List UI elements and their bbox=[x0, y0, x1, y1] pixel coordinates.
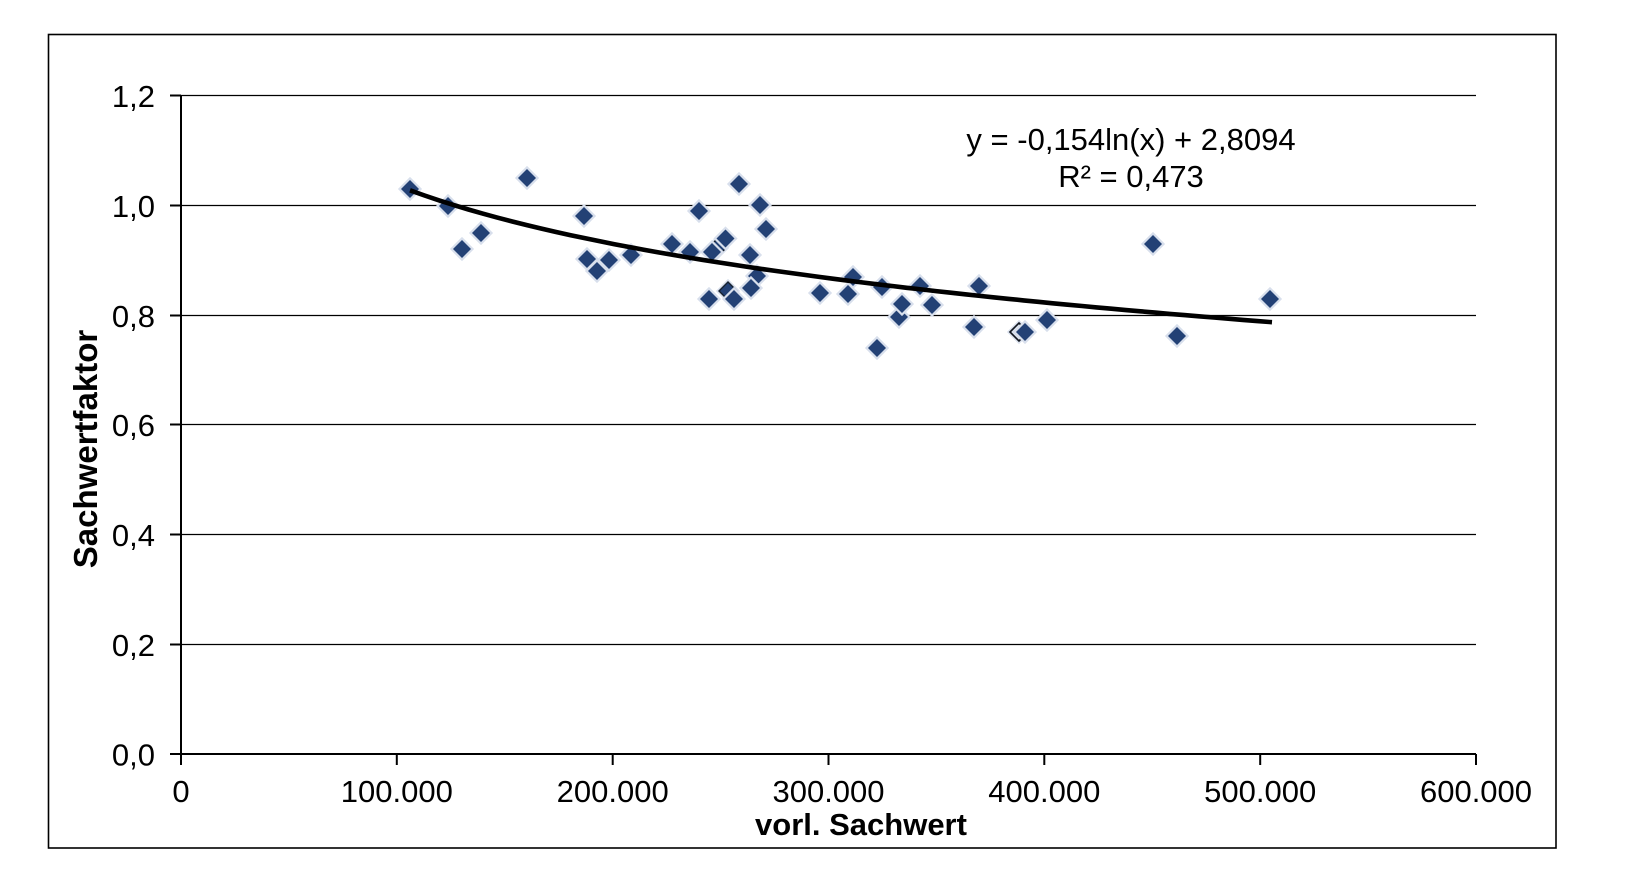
svg-text:0,4: 0,4 bbox=[112, 518, 155, 553]
svg-text:0,0: 0,0 bbox=[112, 738, 155, 773]
svg-text:0,2: 0,2 bbox=[112, 628, 155, 663]
svg-text:0: 0 bbox=[172, 774, 189, 809]
svg-text:0,6: 0,6 bbox=[112, 408, 155, 443]
svg-text:200.000: 200.000 bbox=[557, 774, 669, 809]
svg-text:Sachwertfaktor: Sachwertfaktor bbox=[67, 330, 104, 569]
svg-text:y = -0,154ln(x) + 2,8094: y = -0,154ln(x) + 2,8094 bbox=[966, 122, 1295, 157]
svg-text:1,0: 1,0 bbox=[112, 189, 155, 224]
svg-text:R² = 0,473: R² = 0,473 bbox=[1058, 159, 1204, 194]
svg-text:400.000: 400.000 bbox=[988, 774, 1100, 809]
svg-text:500.000: 500.000 bbox=[1204, 774, 1316, 809]
svg-text:300.000: 300.000 bbox=[772, 774, 884, 809]
svg-text:1,2: 1,2 bbox=[112, 79, 155, 114]
svg-text:100.000: 100.000 bbox=[341, 774, 453, 809]
svg-text:600.000: 600.000 bbox=[1420, 774, 1532, 809]
svg-text:0,8: 0,8 bbox=[112, 299, 155, 334]
svg-text:vorl. Sachwert: vorl. Sachwert bbox=[755, 807, 967, 842]
